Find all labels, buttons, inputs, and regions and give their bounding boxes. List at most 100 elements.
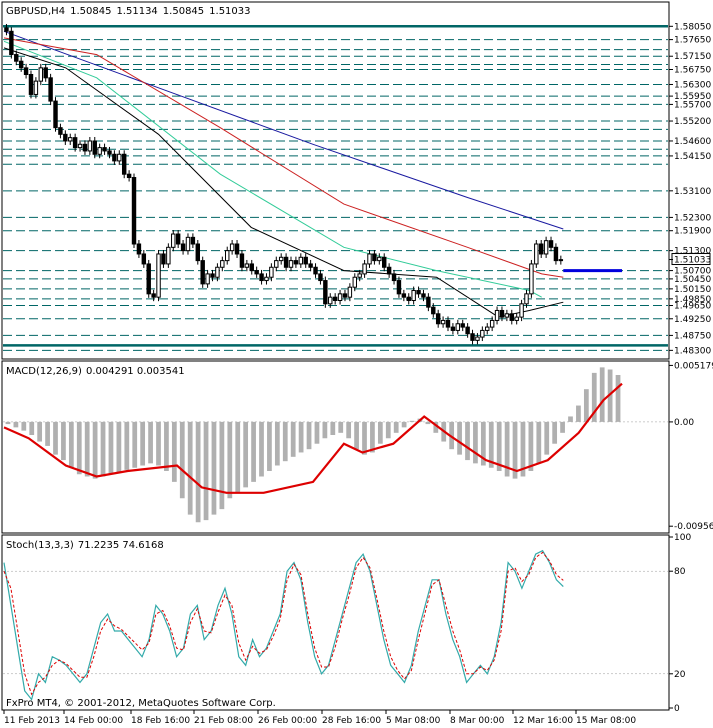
open-value: 1.50845 xyxy=(70,6,111,17)
candle xyxy=(416,286,421,298)
candle xyxy=(131,173,137,248)
candle xyxy=(274,256,279,272)
candle xyxy=(175,230,181,248)
ma-line-black xyxy=(3,47,564,318)
candle xyxy=(92,136,97,159)
candle xyxy=(117,150,122,165)
price-panel-frame xyxy=(1,1,670,360)
price-label: 1.56300 xyxy=(674,80,711,90)
candle xyxy=(342,289,348,302)
candle xyxy=(244,259,250,272)
date-label: 8 Mar 00:00 xyxy=(450,716,505,726)
candle xyxy=(519,299,524,322)
candle xyxy=(489,316,495,332)
stoch-values: 71.2235 74.6168 xyxy=(78,540,164,551)
candle xyxy=(377,253,382,265)
stoch-main-line xyxy=(3,549,564,701)
candle xyxy=(264,273,269,285)
price-levels xyxy=(3,25,668,351)
candle xyxy=(558,255,564,265)
candle xyxy=(450,323,456,335)
macd-axis-label: 0.005179 xyxy=(674,361,713,371)
price-label: 1.54150 xyxy=(674,152,711,162)
candle xyxy=(4,23,9,36)
candle xyxy=(411,286,416,305)
candle xyxy=(460,319,465,332)
candle xyxy=(195,240,201,265)
macd-title: MACD(12,26,9) xyxy=(6,366,82,377)
candle xyxy=(166,243,171,268)
candle xyxy=(445,316,451,332)
candle xyxy=(215,263,220,282)
price-label: 1.50150 xyxy=(674,285,711,295)
candle xyxy=(337,289,343,305)
candle xyxy=(529,259,534,298)
candle xyxy=(43,63,48,82)
candle xyxy=(431,303,436,318)
candle xyxy=(14,50,19,66)
candle xyxy=(548,236,554,252)
high-value: 1.51134 xyxy=(116,6,157,17)
date-label: 11 Feb 2013 xyxy=(4,716,60,726)
macd-signal-line xyxy=(3,382,623,494)
candle xyxy=(524,289,529,308)
price-label: 1.55200 xyxy=(674,117,711,127)
candle xyxy=(278,253,284,265)
candle xyxy=(121,150,127,179)
candle xyxy=(77,140,83,152)
candle xyxy=(313,263,318,278)
candle xyxy=(136,240,142,258)
candle xyxy=(509,309,514,325)
stoch-signal-line xyxy=(3,551,564,696)
candle xyxy=(249,259,254,275)
candle xyxy=(534,240,539,268)
stoch-axis-label: 80 xyxy=(674,567,686,577)
close-value: 1.51033 xyxy=(209,6,250,17)
candle xyxy=(406,293,411,305)
candle xyxy=(38,63,44,86)
candle xyxy=(426,293,431,312)
price-label: 1.52300 xyxy=(674,213,711,223)
price-label: 1.48750 xyxy=(674,331,711,341)
price-label: 1.55700 xyxy=(674,100,711,110)
candle xyxy=(269,263,274,282)
candle xyxy=(475,333,480,345)
candle xyxy=(382,253,387,272)
candle xyxy=(288,256,294,272)
candle xyxy=(9,27,14,59)
price-label: 1.49650 xyxy=(674,301,711,311)
candle xyxy=(220,256,225,272)
candle xyxy=(293,256,299,268)
candle xyxy=(435,309,441,328)
price-axis: 1.58050 1.57650 1.57150 1.56750 1.56300 1.559… xyxy=(669,22,711,356)
candle xyxy=(87,136,93,155)
candle xyxy=(205,269,210,288)
candle xyxy=(63,130,68,145)
candle xyxy=(234,240,240,258)
candle xyxy=(362,259,367,278)
date-label: 5 Mar 08:00 xyxy=(386,716,441,726)
candle xyxy=(107,146,112,159)
candle xyxy=(18,57,24,72)
date-label: 18 Feb 16:00 xyxy=(131,716,190,726)
price-label: 1.48300 xyxy=(674,346,711,356)
candle xyxy=(185,233,191,255)
candle xyxy=(367,249,372,268)
candle xyxy=(225,246,230,265)
candle xyxy=(421,289,426,302)
candle xyxy=(68,133,73,145)
candle xyxy=(48,73,53,106)
candle xyxy=(455,319,461,335)
candle xyxy=(112,150,117,165)
candle xyxy=(538,240,544,258)
macd-indicator: 0.005179 0.00 -0.00956 xyxy=(3,361,713,532)
price-candles xyxy=(4,23,564,345)
candle xyxy=(97,143,102,159)
candle xyxy=(156,249,161,302)
candle xyxy=(210,269,215,282)
macd-axis-label: -0.00956 xyxy=(674,522,713,532)
candle xyxy=(303,253,308,268)
stoch-axis-label: 100 xyxy=(674,533,691,543)
stoch-panel-frame xyxy=(1,534,670,711)
